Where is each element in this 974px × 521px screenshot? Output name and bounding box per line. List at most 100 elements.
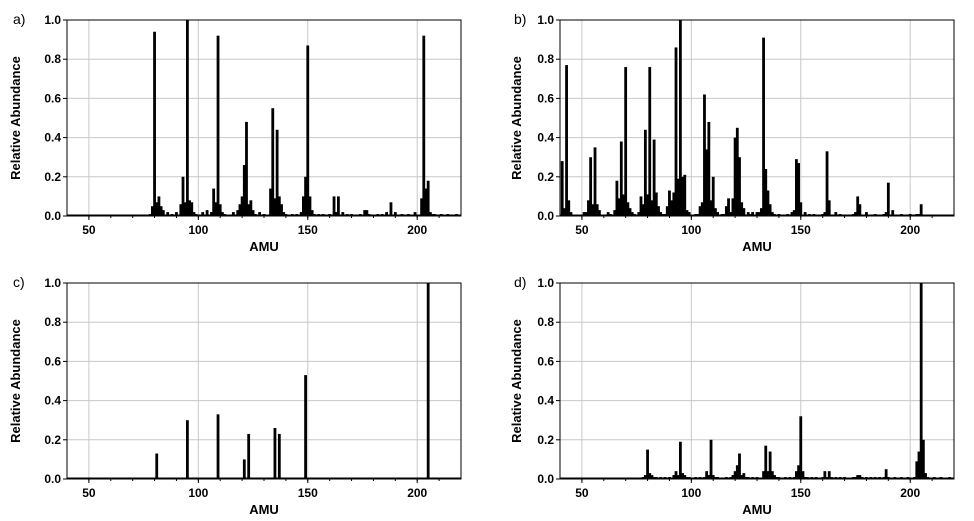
spectrum-bar [663, 214, 667, 216]
spectrum-bar [705, 149, 709, 216]
spectrum-bar [729, 212, 733, 216]
spectrum-bar [722, 214, 726, 216]
panel-label: d) [514, 274, 526, 290]
spectrum-bar [426, 283, 430, 479]
spectrum-bar [926, 477, 930, 479]
y-axis-label: Relative Abundance [8, 319, 23, 443]
spectrum-bar [358, 214, 362, 216]
spectrum-bar [302, 196, 305, 216]
spectrum-bar [190, 202, 194, 216]
spectrum-bar [915, 461, 919, 479]
spectrum-bar [698, 477, 702, 479]
spectrum-bar [562, 208, 566, 216]
spectrum-bar [703, 477, 706, 479]
spectrum-bar [792, 210, 796, 216]
spectrum-bar [884, 212, 888, 216]
x-tick-label: 100 [681, 486, 701, 500]
spectrum-bar [711, 176, 715, 216]
spectrum-bar [696, 214, 700, 216]
spectrum-bar [786, 214, 790, 216]
y-tick-label: 0.4 [537, 394, 554, 408]
spectrum-bar [714, 477, 717, 479]
spectrum-bar [166, 212, 170, 216]
spectrum-bar [420, 198, 423, 216]
y-tick-label: 0.8 [44, 52, 61, 66]
y-tick-label: 0.6 [537, 91, 554, 105]
x-axis-label: AMU [742, 502, 772, 517]
plot-frame [559, 19, 955, 217]
spectrum-bar [886, 182, 890, 216]
spectrum-bar [624, 67, 628, 216]
spectrum-bar [711, 475, 715, 479]
spectrum-bar [615, 180, 619, 216]
spectrum-bar [670, 200, 674, 216]
spectrum-bar [269, 188, 272, 216]
spectrum-bar [698, 206, 702, 216]
x-tick-label: 200 [900, 486, 920, 500]
spectrum-bar [775, 477, 779, 479]
spectrum-bar [678, 441, 682, 479]
y-tick-label: 0.2 [537, 433, 554, 447]
y-tick-label: 0.8 [537, 52, 554, 66]
spectrum-bar [766, 471, 770, 479]
spectrum-bar [275, 129, 279, 216]
spectrum-bar [724, 477, 728, 479]
spectrum-bar [915, 214, 919, 216]
spectrum-bar [214, 202, 218, 216]
spectrum-bar [643, 475, 647, 479]
spectrum-bar [413, 212, 417, 216]
spectrum-bar [380, 214, 384, 216]
spectrum-bar [740, 475, 744, 479]
spectrum-bar [878, 477, 881, 479]
spectrum-bar [792, 477, 796, 479]
spectrum-bar [738, 157, 741, 216]
spectrum-bar [317, 214, 321, 216]
spectrum-bar [304, 176, 307, 216]
spectrum-bar [663, 477, 667, 479]
spectrum-bar [823, 212, 827, 216]
spectrum-bar [337, 196, 340, 216]
y-axis-label: Relative Abundance [509, 56, 524, 180]
spectrum-bar [175, 212, 178, 216]
spectrum-bar [654, 192, 658, 216]
spectrum-bar [768, 204, 772, 216]
spectrum-bar [181, 176, 185, 216]
spectrum-bar [694, 477, 698, 479]
y-tick-label: 1.0 [44, 13, 61, 27]
spectrum-bar [654, 477, 658, 479]
spectrum-bar [751, 477, 755, 479]
spectrum-bar [253, 214, 257, 216]
spectrum-bar [803, 477, 807, 479]
spectrum-bar [735, 127, 739, 216]
spectrum-bar [823, 471, 827, 479]
spectrum-bar [788, 477, 792, 479]
y-tick-label: 0.6 [537, 354, 554, 368]
spectrum-bar [433, 214, 437, 216]
spectrum-bar [709, 439, 713, 479]
spectrum-bar [812, 214, 816, 216]
y-tick-label: 0.4 [537, 131, 554, 145]
spectrum-bar [834, 477, 838, 479]
spectrum-bar [676, 178, 680, 216]
spectrum-bar [365, 210, 369, 216]
spectrum-bar [755, 477, 759, 479]
spectrum-bar [687, 477, 691, 479]
spectrum-bar [582, 212, 586, 216]
spectrum-bar [201, 212, 205, 216]
spectrum-bar [332, 196, 336, 216]
spectrum-bar [762, 471, 765, 479]
spectrum-bar [291, 214, 294, 216]
spectrum-bar [768, 451, 772, 479]
spectrum-bar [917, 451, 921, 479]
spectrum-bar [155, 202, 159, 216]
spectrum-bar [389, 202, 393, 216]
spectrum-bar [751, 212, 755, 216]
spectrum-bar [757, 212, 761, 216]
spectrum-bar [633, 214, 636, 216]
spectrum-bar [363, 210, 367, 216]
x-axis-label: AMU [249, 502, 279, 517]
spectrum-bar [273, 428, 277, 479]
x-tick-label: 100 [188, 486, 208, 500]
spectrum-bar [218, 204, 222, 216]
spectrum-bar [891, 210, 895, 216]
